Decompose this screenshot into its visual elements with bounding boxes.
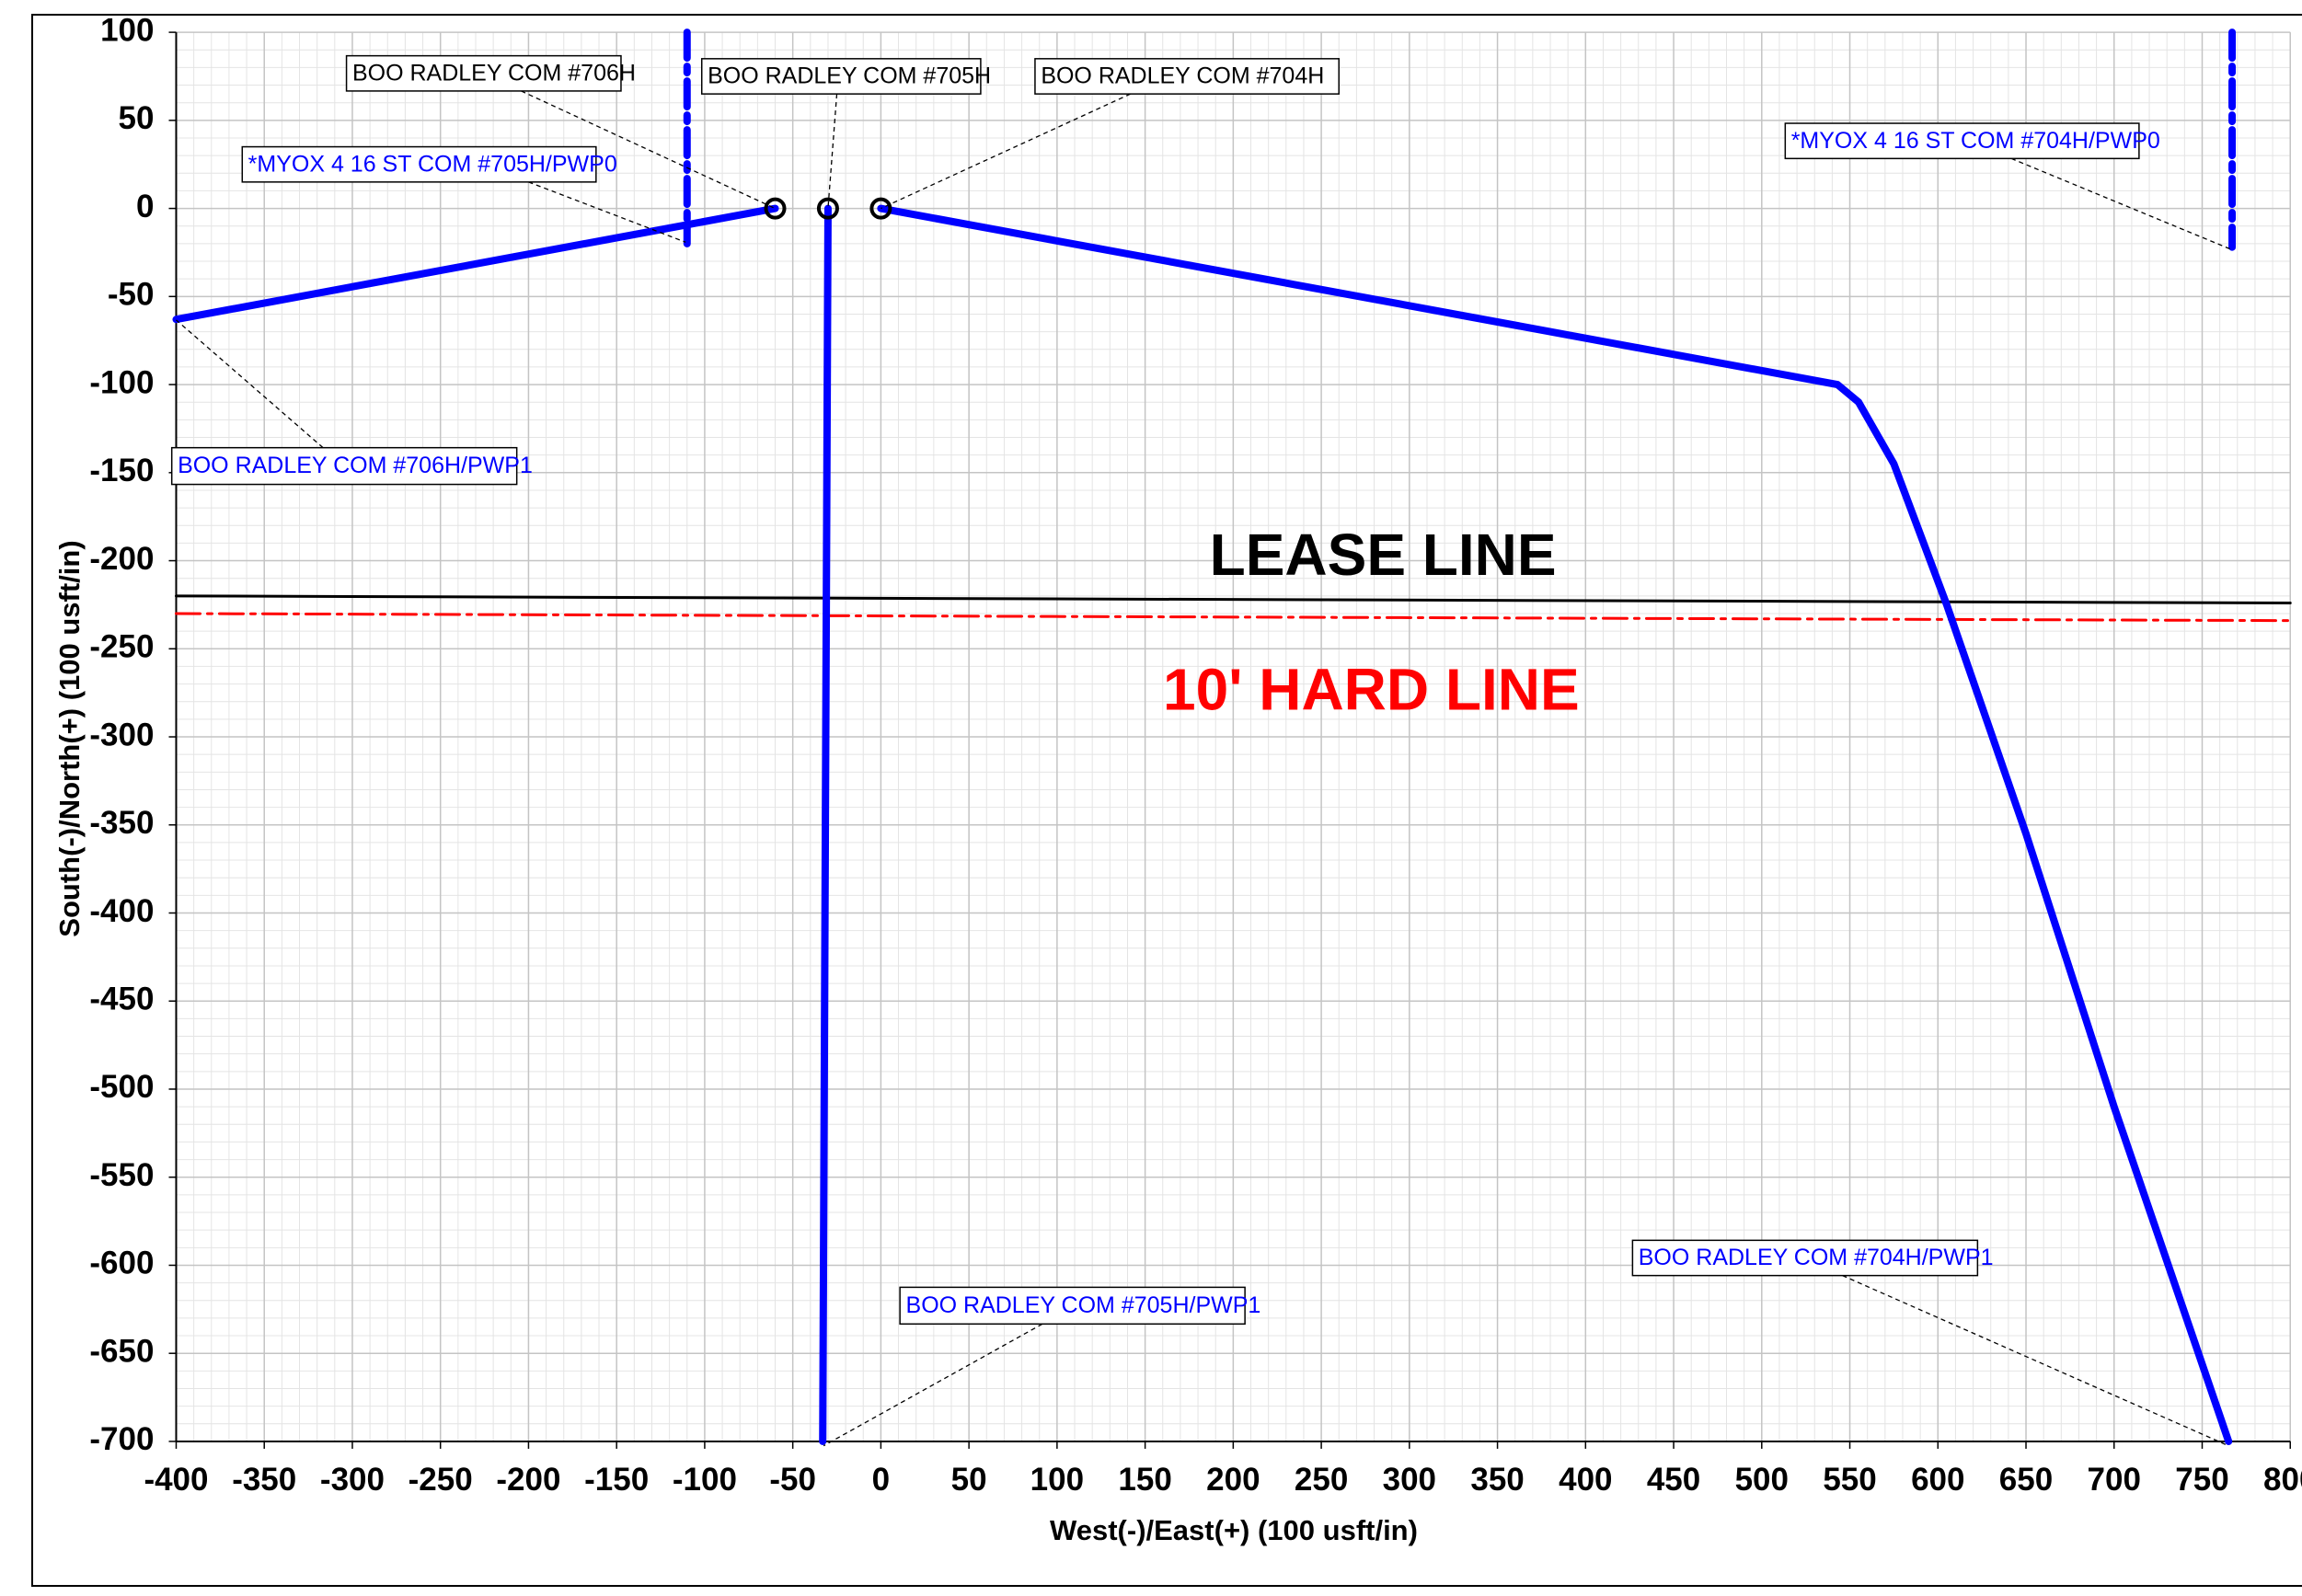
leader-line (1842, 1275, 2229, 1447)
callout-box (1784, 122, 2140, 160)
y-tick-label: -600 (89, 1246, 154, 1281)
x-tick-label: 50 (951, 1462, 987, 1498)
callout-box (345, 54, 622, 92)
x-tick-label: -200 (496, 1462, 560, 1498)
y-axis-label: South(-)/North(+) (100 usft/in) (53, 540, 86, 936)
x-tick-label: 300 (1383, 1462, 1436, 1498)
y-tick-label: -550 (89, 1157, 154, 1193)
callout-label: BOO RADLEY COM #706H/PWP1 (178, 453, 533, 478)
y-tick-label: -300 (89, 717, 154, 752)
well-path (877, 204, 2233, 1445)
x-tick-label: 550 (1823, 1462, 1876, 1498)
callout-box (170, 446, 518, 486)
y-tick-label: 0 (136, 189, 154, 224)
grid (175, 31, 2291, 1442)
x-tick-label: 250 (1295, 1462, 1348, 1498)
callout-box (899, 1286, 1246, 1326)
callout-label: BOO RADLEY COM #705H/PWP1 (906, 1292, 1261, 1318)
y-tick-label: -700 (89, 1421, 154, 1457)
y-tick-label: 100 (100, 12, 154, 48)
x-tick-label: 200 (1206, 1462, 1260, 1498)
x-tick-label: -100 (673, 1462, 737, 1498)
leader-line (881, 93, 1131, 210)
y-tick-label: -400 (89, 893, 154, 929)
well-marker (764, 197, 787, 220)
x-tick-label: 800 (2263, 1462, 2302, 1498)
y-tick-label: -50 (108, 277, 155, 313)
callout-label: *MYOX 4 16 ST COM #705H/PWP0 (248, 151, 617, 177)
x-tick-label: 450 (1647, 1462, 1700, 1498)
x-tick-label: 350 (1470, 1462, 1524, 1498)
y-tick-label: -150 (89, 453, 154, 488)
boundary-label: 10' HARD LINE (1163, 657, 1580, 723)
leader-line (827, 94, 838, 209)
boundary-label: LEASE LINE (1210, 522, 1557, 588)
boundary-line (174, 594, 2292, 604)
y-tick-label: -650 (89, 1333, 154, 1369)
x-tick-label: -150 (584, 1462, 649, 1498)
leader-line (176, 319, 324, 449)
boundary-line (174, 612, 2292, 623)
y-tick-label: -350 (89, 805, 154, 841)
callout-label: BOO RADLEY COM #704H/PWP1 (1639, 1245, 1994, 1270)
leader-line (528, 181, 686, 243)
frame (31, 14, 2302, 1587)
x-tick-label: 150 (1118, 1462, 1171, 1498)
x-tick-label: 100 (1030, 1462, 1084, 1498)
callout-box (1034, 58, 1340, 95)
well-path (172, 204, 779, 324)
x-tick-label: 600 (1911, 1462, 1964, 1498)
x-tick-label: -350 (232, 1462, 296, 1498)
y-tick-label: -450 (89, 981, 154, 1016)
callout-label: BOO RADLEY COM #705H (708, 63, 991, 89)
callout-label: BOO RADLEY COM #704H (1041, 63, 1324, 89)
callout-label: BOO RADLEY COM #706H (352, 60, 636, 86)
x-tick-label: 700 (2088, 1462, 2141, 1498)
y-tick-label: -500 (89, 1069, 154, 1105)
x-tick-label: 0 (872, 1462, 890, 1498)
leader-line (2010, 157, 2232, 250)
leader-line (521, 90, 776, 210)
x-axis-label: West(-)/East(+) (100 usft/in) (1050, 1514, 1418, 1546)
callout-box (241, 145, 597, 183)
y-tick-label: -200 (89, 541, 154, 577)
x-tick-label: -400 (144, 1462, 208, 1498)
x-tick-label: -250 (409, 1462, 473, 1498)
callout-label: *MYOX 4 16 ST COM #704H/PWP0 (1791, 128, 2160, 154)
y-tick-label: -250 (89, 629, 154, 665)
x-tick-label: 500 (1735, 1462, 1789, 1498)
callout-box (1631, 1239, 1979, 1277)
well-marker (816, 197, 839, 220)
callout-box (700, 58, 982, 95)
well-marker (869, 197, 892, 220)
x-tick-label: -50 (769, 1462, 816, 1498)
x-tick-label: 400 (1559, 1462, 1612, 1498)
x-tick-label: 650 (1999, 1462, 2053, 1498)
y-tick-label: -100 (89, 364, 154, 400)
leader-line (823, 1323, 1043, 1447)
y-tick-label: 50 (119, 100, 155, 136)
x-tick-label: -300 (320, 1462, 385, 1498)
x-tick-label: 750 (2175, 1462, 2228, 1498)
well-path (819, 204, 832, 1445)
